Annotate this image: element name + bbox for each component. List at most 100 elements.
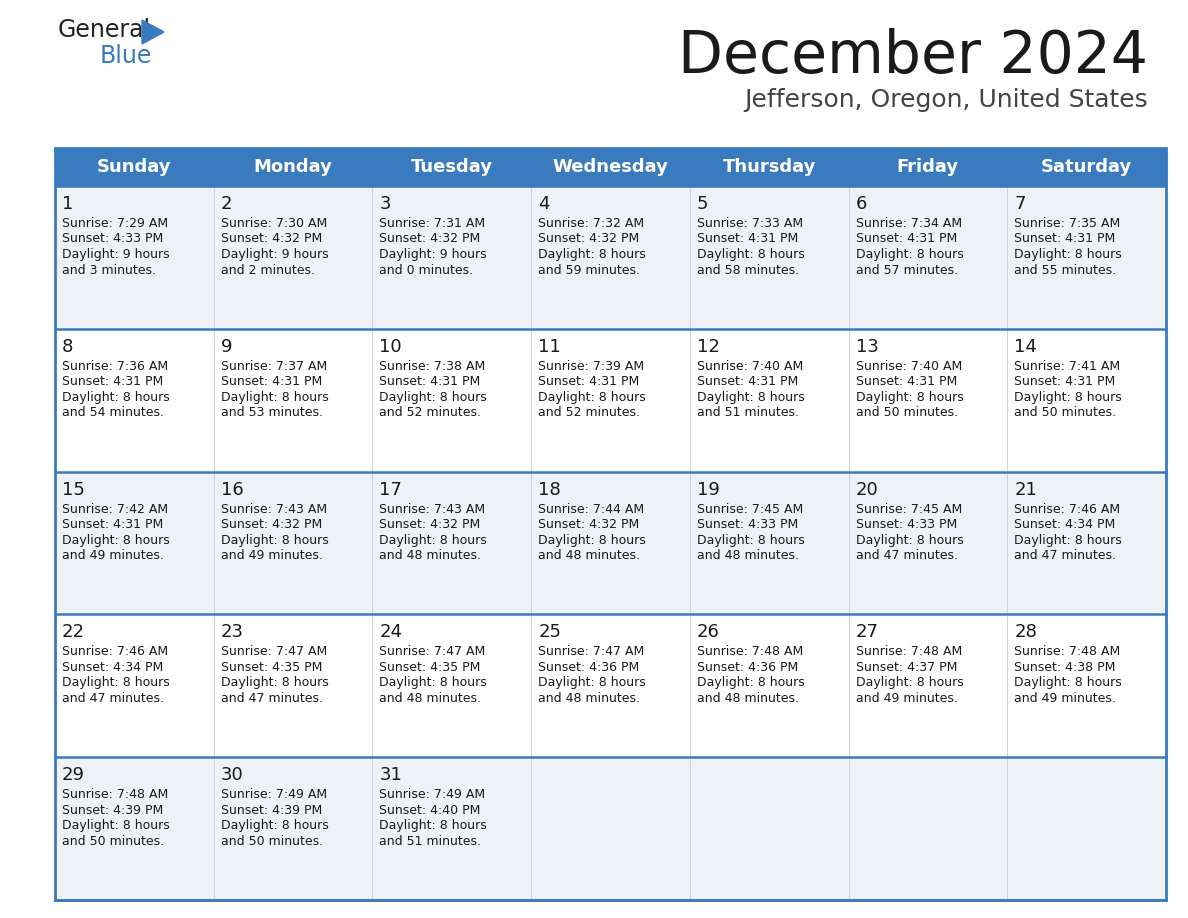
Text: Daylight: 8 hours: Daylight: 8 hours (697, 391, 804, 404)
Text: and 51 minutes.: and 51 minutes. (379, 834, 481, 847)
Bar (55, 148, 1165, 186)
Text: 5: 5 (697, 195, 708, 213)
Text: Daylight: 9 hours: Daylight: 9 hours (221, 248, 328, 261)
Bar (55, 329, 1165, 472)
Text: Sunset: 4:31 PM: Sunset: 4:31 PM (62, 375, 163, 388)
Text: 2: 2 (221, 195, 232, 213)
Text: Sunrise: 7:48 AM: Sunrise: 7:48 AM (697, 645, 803, 658)
Bar (55, 186, 1165, 329)
Text: Daylight: 8 hours: Daylight: 8 hours (855, 248, 963, 261)
Text: Daylight: 8 hours: Daylight: 8 hours (538, 391, 646, 404)
Text: Sunset: 4:32 PM: Sunset: 4:32 PM (538, 232, 639, 245)
Text: Sunrise: 7:31 AM: Sunrise: 7:31 AM (379, 217, 486, 230)
Text: 4: 4 (538, 195, 550, 213)
Text: and 50 minutes.: and 50 minutes. (1015, 407, 1117, 420)
Text: Sunrise: 7:46 AM: Sunrise: 7:46 AM (62, 645, 169, 658)
Text: Daylight: 8 hours: Daylight: 8 hours (62, 677, 170, 689)
Text: Sunset: 4:40 PM: Sunset: 4:40 PM (379, 803, 481, 817)
Text: and 50 minutes.: and 50 minutes. (855, 407, 958, 420)
Text: and 47 minutes.: and 47 minutes. (1015, 549, 1117, 562)
Text: 6: 6 (855, 195, 867, 213)
Text: 9: 9 (221, 338, 232, 356)
Text: Sunrise: 7:37 AM: Sunrise: 7:37 AM (221, 360, 327, 373)
Text: Thursday: Thursday (722, 158, 816, 176)
Text: 24: 24 (379, 623, 403, 642)
Text: Sunrise: 7:49 AM: Sunrise: 7:49 AM (379, 789, 486, 801)
Text: Sunrise: 7:40 AM: Sunrise: 7:40 AM (855, 360, 962, 373)
Text: Friday: Friday (897, 158, 959, 176)
Text: Sunset: 4:31 PM: Sunset: 4:31 PM (538, 375, 639, 388)
Text: Sunset: 4:33 PM: Sunset: 4:33 PM (697, 518, 798, 532)
Text: Daylight: 8 hours: Daylight: 8 hours (697, 533, 804, 546)
Text: Sunset: 4:35 PM: Sunset: 4:35 PM (379, 661, 481, 674)
Bar (55, 757, 1165, 900)
Text: Blue: Blue (100, 44, 152, 68)
Text: 7: 7 (1015, 195, 1025, 213)
Text: Sunrise: 7:45 AM: Sunrise: 7:45 AM (855, 502, 962, 516)
Text: Daylight: 8 hours: Daylight: 8 hours (538, 677, 646, 689)
Text: Daylight: 8 hours: Daylight: 8 hours (62, 533, 170, 546)
Text: Sunset: 4:31 PM: Sunset: 4:31 PM (62, 518, 163, 532)
Text: and 47 minutes.: and 47 minutes. (855, 549, 958, 562)
Text: 22: 22 (62, 623, 86, 642)
Text: Sunset: 4:32 PM: Sunset: 4:32 PM (221, 518, 322, 532)
Text: Daylight: 8 hours: Daylight: 8 hours (855, 677, 963, 689)
Text: Daylight: 8 hours: Daylight: 8 hours (1015, 533, 1121, 546)
Text: and 48 minutes.: and 48 minutes. (697, 549, 798, 562)
Text: Sunset: 4:39 PM: Sunset: 4:39 PM (62, 803, 163, 817)
Text: and 59 minutes.: and 59 minutes. (538, 263, 640, 276)
Text: and 3 minutes.: and 3 minutes. (62, 263, 156, 276)
Text: Daylight: 8 hours: Daylight: 8 hours (697, 248, 804, 261)
Text: 1: 1 (62, 195, 74, 213)
Text: 16: 16 (221, 481, 244, 498)
Text: Daylight: 8 hours: Daylight: 8 hours (379, 677, 487, 689)
Text: 18: 18 (538, 481, 561, 498)
Text: Sunrise: 7:29 AM: Sunrise: 7:29 AM (62, 217, 169, 230)
Text: Sunrise: 7:30 AM: Sunrise: 7:30 AM (221, 217, 327, 230)
Text: Sunset: 4:32 PM: Sunset: 4:32 PM (221, 232, 322, 245)
Text: 20: 20 (855, 481, 878, 498)
Text: 11: 11 (538, 338, 561, 356)
Text: Sunrise: 7:38 AM: Sunrise: 7:38 AM (379, 360, 486, 373)
Text: Sunrise: 7:40 AM: Sunrise: 7:40 AM (697, 360, 803, 373)
Text: Tuesday: Tuesday (411, 158, 493, 176)
Text: and 50 minutes.: and 50 minutes. (221, 834, 323, 847)
Text: and 2 minutes.: and 2 minutes. (221, 263, 315, 276)
Text: Daylight: 8 hours: Daylight: 8 hours (221, 533, 328, 546)
Text: and 48 minutes.: and 48 minutes. (379, 692, 481, 705)
Text: and 47 minutes.: and 47 minutes. (62, 692, 164, 705)
Text: 17: 17 (379, 481, 403, 498)
Text: and 50 minutes.: and 50 minutes. (62, 834, 164, 847)
Text: 27: 27 (855, 623, 879, 642)
Text: and 49 minutes.: and 49 minutes. (855, 692, 958, 705)
Text: 23: 23 (221, 623, 244, 642)
Text: Sunset: 4:31 PM: Sunset: 4:31 PM (221, 375, 322, 388)
Text: Sunrise: 7:34 AM: Sunrise: 7:34 AM (855, 217, 962, 230)
Text: Sunset: 4:34 PM: Sunset: 4:34 PM (1015, 518, 1116, 532)
Text: and 49 minutes.: and 49 minutes. (62, 549, 164, 562)
Polygon shape (143, 20, 164, 44)
Text: 3: 3 (379, 195, 391, 213)
Text: Daylight: 8 hours: Daylight: 8 hours (538, 533, 646, 546)
Text: Daylight: 8 hours: Daylight: 8 hours (379, 819, 487, 833)
Text: and 58 minutes.: and 58 minutes. (697, 263, 800, 276)
Text: and 53 minutes.: and 53 minutes. (221, 407, 323, 420)
Text: Sunset: 4:31 PM: Sunset: 4:31 PM (379, 375, 481, 388)
Text: 19: 19 (697, 481, 720, 498)
Text: 21: 21 (1015, 481, 1037, 498)
Text: Sunset: 4:36 PM: Sunset: 4:36 PM (697, 661, 798, 674)
Text: and 49 minutes.: and 49 minutes. (221, 549, 323, 562)
Text: General: General (58, 18, 151, 42)
Text: Daylight: 8 hours: Daylight: 8 hours (1015, 248, 1121, 261)
Text: Sunrise: 7:41 AM: Sunrise: 7:41 AM (1015, 360, 1120, 373)
Text: Sunset: 4:31 PM: Sunset: 4:31 PM (855, 232, 956, 245)
Text: and 0 minutes.: and 0 minutes. (379, 263, 474, 276)
Text: Sunrise: 7:48 AM: Sunrise: 7:48 AM (855, 645, 962, 658)
Text: Sunset: 4:36 PM: Sunset: 4:36 PM (538, 661, 639, 674)
Text: 15: 15 (62, 481, 84, 498)
Text: Sunset: 4:31 PM: Sunset: 4:31 PM (1015, 232, 1116, 245)
Text: Sunrise: 7:47 AM: Sunrise: 7:47 AM (379, 645, 486, 658)
Text: Sunday: Sunday (97, 158, 171, 176)
Text: Daylight: 8 hours: Daylight: 8 hours (221, 819, 328, 833)
Text: Sunset: 4:31 PM: Sunset: 4:31 PM (697, 232, 798, 245)
